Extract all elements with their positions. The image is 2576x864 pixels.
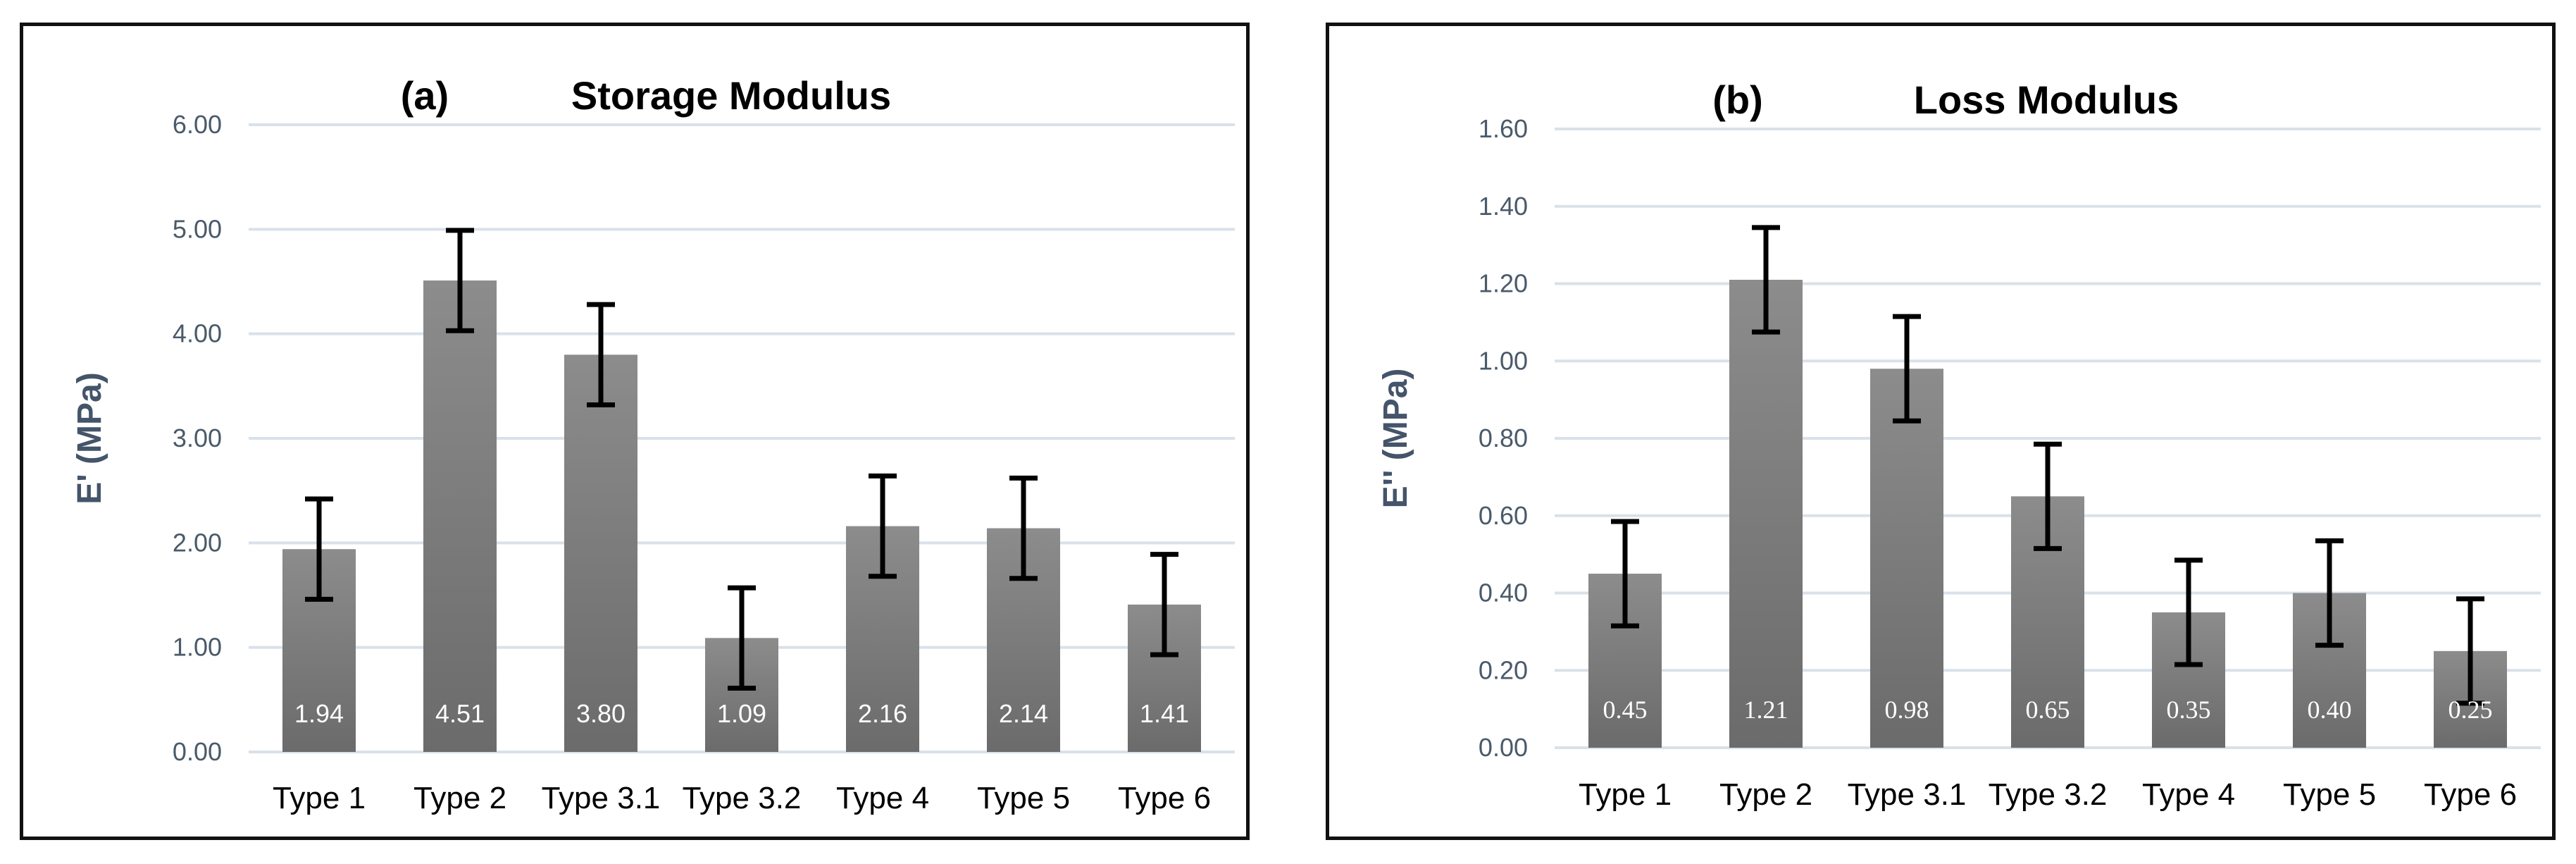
x-tick-label: Type 3.2: [683, 781, 802, 815]
x-tick-label: Type 6: [1118, 781, 1211, 815]
data-label: 0.98: [1885, 696, 1929, 724]
data-label: 0.40: [2308, 696, 2352, 724]
bar: [1729, 280, 1803, 748]
x-tick-label: Type 3.1: [1848, 777, 1967, 812]
x-tick-label: Type 2: [1719, 777, 1812, 812]
data-label: 1.09: [717, 699, 766, 728]
data-label: 2.14: [999, 699, 1048, 728]
data-label: 0.45: [1603, 696, 1648, 724]
y-axis-label: E' (MPa): [71, 372, 108, 504]
y-tick-label: 0.00: [173, 737, 222, 766]
x-tick-label: Type 1: [273, 781, 366, 815]
data-label: 1.21: [1744, 696, 1788, 724]
y-tick-label: 6.00: [173, 110, 222, 139]
x-tick-label: Type 6: [2424, 777, 2517, 812]
y-tick-label: 1.00: [173, 633, 222, 662]
y-tick-label: 1.20: [1479, 269, 1528, 298]
y-tick-label: 0.00: [1479, 733, 1528, 762]
data-label: 0.35: [2167, 696, 2211, 724]
y-tick-label: 2.00: [173, 528, 222, 557]
x-tick-label: Type 3.1: [542, 781, 661, 815]
x-tick-label: Type 5: [2283, 777, 2376, 812]
x-tick-label: Type 1: [1579, 777, 1672, 812]
chart-panel-label: (a): [401, 73, 449, 118]
y-tick-label: 1.00: [1479, 346, 1528, 375]
bar: [423, 280, 497, 752]
storage-modulus-chart-panel: 0.00 1.00 2.00 3.00 4.00 5.00 6.00 (a) Storage M…: [20, 23, 1250, 840]
chart-title: Storage Modulus: [571, 73, 891, 118]
storage-modulus-chart: 0.00 1.00 2.00 3.00 4.00 5.00 6.00 (a) Storage M…: [71, 73, 1235, 815]
y-tick-label: 0.40: [1479, 579, 1528, 607]
bar: [564, 354, 637, 752]
x-tick-label: Type 4: [2142, 777, 2235, 812]
y-tick-label: 0.20: [1479, 655, 1528, 684]
x-tick-label: Type 5: [977, 781, 1070, 815]
y-tick-label: 0.60: [1479, 501, 1528, 530]
x-tick-label: Type 3.2: [1989, 777, 2108, 812]
chart-title: Loss Modulus: [1914, 78, 2179, 122]
data-label: 0.65: [2026, 696, 2070, 724]
loss-modulus-chart-panel: 0.00 0.20 0.40 0.60 0.80 1.00 1.20 1.40 1.60 (b) L…: [1326, 23, 2556, 840]
y-tick-label: 5.00: [173, 214, 222, 243]
chart-panel-label: (b): [1712, 78, 1763, 122]
y-tick-label: 0.80: [1479, 424, 1528, 452]
x-tick-label: Type 2: [413, 781, 506, 815]
data-label: 0.25: [2449, 696, 2493, 724]
y-tick-label: 1.60: [1479, 114, 1528, 143]
loss-modulus-chart: 0.00 0.20 0.40 0.60 0.80 1.00 1.20 1.40 1.60 (b) L…: [1377, 78, 2541, 812]
y-tick-label: 4.00: [173, 319, 222, 348]
x-tick-label: Type 4: [836, 781, 929, 815]
data-label: 1.94: [294, 699, 344, 728]
data-label: 3.80: [576, 699, 626, 728]
bar: [1870, 369, 1943, 748]
data-label: 2.16: [858, 699, 907, 728]
y-tick-label: 3.00: [173, 424, 222, 452]
y-axis-label: E'' (MPa): [1377, 369, 1414, 509]
data-label: 4.51: [435, 699, 485, 728]
data-label: 1.41: [1140, 699, 1189, 728]
y-tick-label: 1.40: [1479, 192, 1528, 221]
